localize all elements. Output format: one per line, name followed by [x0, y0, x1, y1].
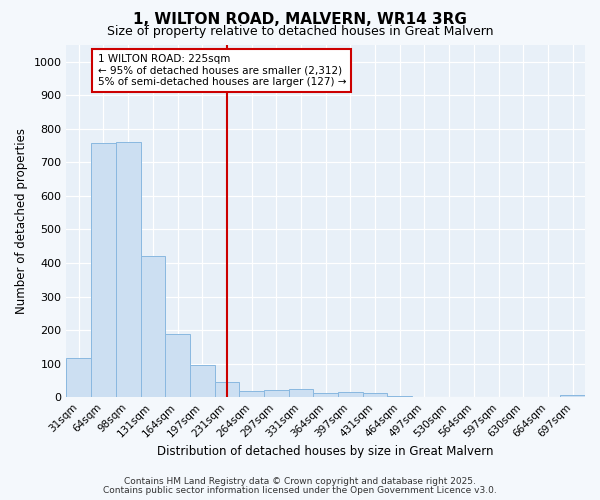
- Bar: [264, 390, 289, 397]
- Bar: [67, 358, 91, 397]
- Bar: [215, 382, 239, 397]
- Text: Contains HM Land Registry data © Crown copyright and database right 2025.: Contains HM Land Registry data © Crown c…: [124, 477, 476, 486]
- X-axis label: Distribution of detached houses by size in Great Malvern: Distribution of detached houses by size …: [157, 444, 494, 458]
- Bar: [91, 143, 116, 397]
- Text: 1, WILTON ROAD, MALVERN, WR14 3RG: 1, WILTON ROAD, MALVERN, WR14 3RG: [133, 12, 467, 28]
- Bar: [116, 142, 140, 397]
- Text: 1 WILTON ROAD: 225sqm
← 95% of detached houses are smaller (2,312)
5% of semi-de: 1 WILTON ROAD: 225sqm ← 95% of detached …: [98, 54, 346, 87]
- Bar: [313, 393, 338, 397]
- Bar: [239, 390, 264, 397]
- Bar: [190, 364, 215, 397]
- Bar: [165, 334, 190, 397]
- Y-axis label: Number of detached properties: Number of detached properties: [15, 128, 28, 314]
- Bar: [289, 389, 313, 397]
- Text: Size of property relative to detached houses in Great Malvern: Size of property relative to detached ho…: [107, 25, 493, 38]
- Bar: [338, 392, 363, 397]
- Bar: [140, 256, 165, 397]
- Bar: [363, 392, 388, 397]
- Bar: [388, 396, 412, 397]
- Text: Contains public sector information licensed under the Open Government Licence v3: Contains public sector information licen…: [103, 486, 497, 495]
- Bar: [560, 394, 585, 397]
